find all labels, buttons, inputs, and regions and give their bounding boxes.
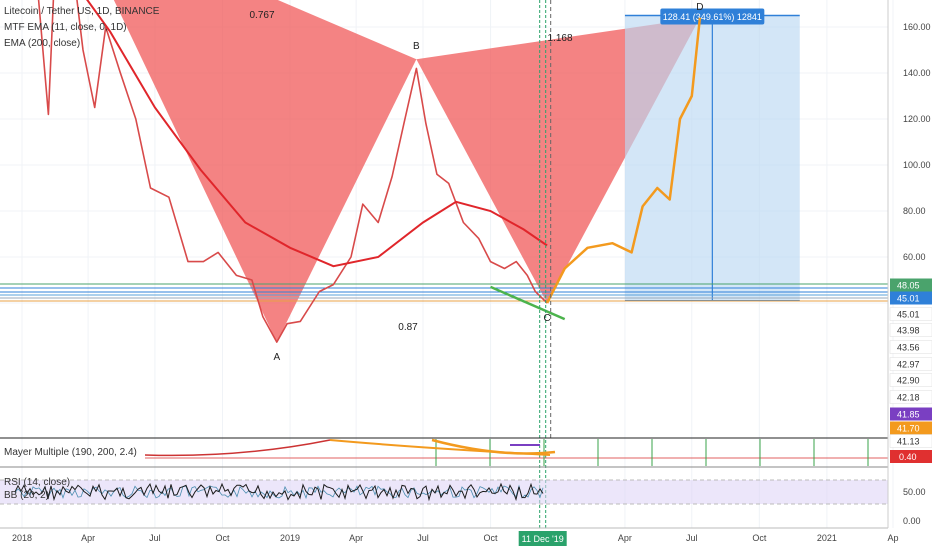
horizontal-levels[interactable] — [0, 283, 888, 302]
price-badge-bg — [889, 307, 932, 321]
pattern-point-label: A — [274, 352, 281, 363]
price-badge-bg — [889, 340, 932, 354]
time-tick: Ap — [887, 533, 898, 543]
rsi-pane — [0, 479, 888, 529]
price-tick: 160.00 — [903, 22, 931, 32]
price-badge: 41.13 — [897, 437, 920, 447]
price-badge-bg — [889, 390, 932, 404]
pattern-point-label: C — [543, 313, 550, 324]
time-tick: Jul — [417, 533, 429, 543]
mayer-badge: 0.40 — [899, 452, 917, 462]
price-tick: 140.00 — [903, 68, 931, 78]
price-tick: 60.00 — [903, 252, 926, 262]
date-badge-bg — [518, 531, 567, 546]
pattern-point-label: D — [696, 2, 703, 13]
time-tick: Jul — [686, 533, 698, 543]
rsi-tick: 0.00 — [903, 516, 921, 526]
price-badge-bg — [889, 323, 932, 337]
mayer-pane — [0, 437, 888, 468]
price-tick: 120.00 — [903, 114, 931, 124]
time-axis[interactable]: 2018 Apr Jul Oct 2019 Apr Jul Oct Apr Jul Oct 2021 A… — [12, 531, 899, 546]
price-badge: 42.18 — [897, 393, 920, 403]
pattern-ratio: 0.87 — [398, 322, 418, 333]
bb-line — [14, 484, 544, 500]
price-badge: 42.97 — [897, 360, 920, 370]
symbol-legend[interactable]: Litecoin / Tether US, 1D, BINANCE — [4, 6, 160, 17]
mtf-ema-legend[interactable]: MTF EMA (11, close, 0, 1D) — [4, 22, 127, 33]
measure-box[interactable]: 128.41 (349.61%) 12841 — [624, 8, 800, 302]
ema-line — [86, 0, 548, 268]
pattern-point-label: B — [413, 41, 420, 52]
time-tick: Jul — [149, 533, 161, 543]
price-badge-bg — [889, 373, 932, 387]
crosshair — [539, 0, 552, 528]
time-tick: 2018 — [12, 533, 32, 543]
price-badge: 41.85 — [897, 410, 920, 420]
price-badge: 45.01 — [897, 294, 920, 304]
price-series-group — [37, 0, 702, 343]
bb-legend[interactable]: BB (20, 2) — [4, 490, 50, 501]
pattern-labels: A B C D 0.767 1.168 0.87 — [249, 2, 703, 363]
price-badge-bg — [890, 278, 932, 292]
price-tick: 80.00 — [903, 206, 926, 216]
pattern-ratio: 1.168 — [547, 33, 572, 44]
price-badge-bg — [889, 357, 932, 371]
ema-legend[interactable]: EMA (200, close) — [4, 38, 81, 49]
date-badge: 11 Dec '19 — [522, 534, 564, 544]
rsi-line — [14, 482, 544, 502]
measure-label: 128.41 (349.61%) 12841 — [663, 12, 762, 22]
mayer-curve — [144, 439, 331, 457]
price-badge-bg — [890, 291, 932, 305]
price-badge: 41.70 — [897, 424, 920, 434]
time-tick: Apr — [618, 533, 632, 543]
price-axis[interactable]: 160.00 140.00 120.00 100.00 80.00 60.00 48.05 4… — [887, 0, 932, 528]
price-tick: 100.00 — [903, 160, 931, 170]
mayer-badge-bg — [890, 450, 932, 463]
price-badge-bg — [889, 434, 932, 448]
time-tick: Oct — [215, 533, 230, 543]
time-tick: 2019 — [280, 533, 300, 543]
price-badge: 43.56 — [897, 343, 920, 353]
price-badge: 43.98 — [897, 326, 920, 336]
pattern-ratio: 0.767 — [249, 10, 274, 21]
harmonic-triangle-1[interactable] — [72, 0, 417, 343]
price-badge: 45.01 — [897, 310, 920, 320]
time-tick: Oct — [484, 533, 499, 543]
mayer-legend[interactable]: Mayer Multiple (190, 200, 2.4) — [4, 447, 137, 458]
rsi-tick: 50.00 — [903, 487, 926, 497]
price-badge-bg — [890, 407, 932, 421]
time-tick: Apr — [81, 533, 95, 543]
measure-label-bg — [660, 8, 765, 25]
trendline — [490, 285, 566, 321]
price-badge: 48.05 — [897, 281, 920, 291]
price-badge: 42.90 — [897, 376, 920, 386]
rsi-legend[interactable]: RSI (14, close) — [4, 477, 71, 488]
projection-line — [545, 17, 702, 304]
price-badge-bg — [890, 421, 932, 435]
time-tick: 2021 — [817, 533, 837, 543]
price-line — [37, 0, 548, 343]
mayer-arrow — [431, 438, 556, 455]
time-tick: Oct — [752, 533, 767, 543]
time-tick: Apr — [349, 533, 363, 543]
